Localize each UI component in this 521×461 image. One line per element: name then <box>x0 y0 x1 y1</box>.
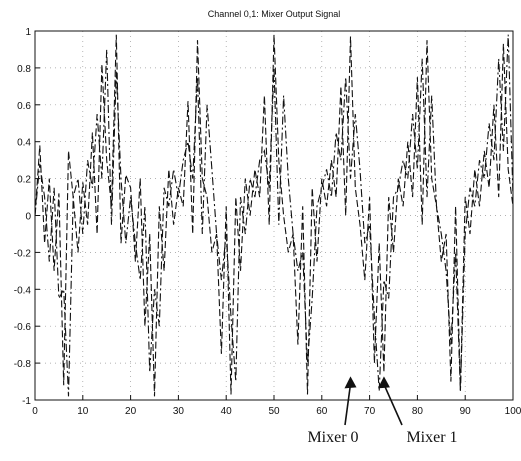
x-tick-label: 60 <box>316 406 328 417</box>
annotation-arrow-line <box>383 384 403 426</box>
y-tick-label: -0.4 <box>14 285 32 296</box>
x-tick-label: 50 <box>268 406 280 417</box>
chart-title: Channel 0,1: Mixer Output Signal <box>208 9 341 19</box>
tick-labels: 0 10 20 30 40 50 60 70 80 90 100-1-0.8-0.6-0.4-0.2… <box>14 27 521 417</box>
x-tick-label: 30 <box>173 406 185 417</box>
x-tick-label: 20 <box>125 406 137 417</box>
y-tick-label: 0.6 <box>17 101 31 112</box>
y-tick-label: 0.8 <box>17 64 31 75</box>
x-tick-label: 70 <box>364 406 376 417</box>
x-tick-label: 90 <box>460 406 472 417</box>
x-tick-label: 80 <box>412 406 424 417</box>
y-tick-label: -0.6 <box>14 322 32 333</box>
y-tick-label: 1 <box>25 27 31 38</box>
x-tick-label: 0 <box>32 406 38 417</box>
x-tick-label: 100 <box>505 406 521 417</box>
annotation-arrow-head <box>344 376 357 389</box>
y-tick-label: -0.2 <box>14 248 32 259</box>
annotation-label: Mixer 1 <box>406 429 457 446</box>
annotation-arrow-line <box>344 384 352 426</box>
y-tick-label: -1 <box>22 396 31 407</box>
series-line-mixer-1 <box>34 34 514 397</box>
y-tick-label: 0.2 <box>17 175 31 186</box>
series-group <box>34 34 514 397</box>
annotation-label: Mixer 0 <box>307 429 358 446</box>
grid <box>35 31 513 400</box>
x-tick-label: 40 <box>221 406 233 417</box>
y-tick-label: -0.8 <box>14 359 32 370</box>
y-tick-label: 0.4 <box>17 138 31 149</box>
series-line-mixer-0 <box>34 34 514 397</box>
annotations: Mixer 0 Mixer 1 <box>307 376 458 446</box>
y-tick-label: 0 <box>25 212 31 223</box>
x-tick-label: 10 <box>77 406 89 417</box>
annotation-arrow-head <box>377 376 390 389</box>
